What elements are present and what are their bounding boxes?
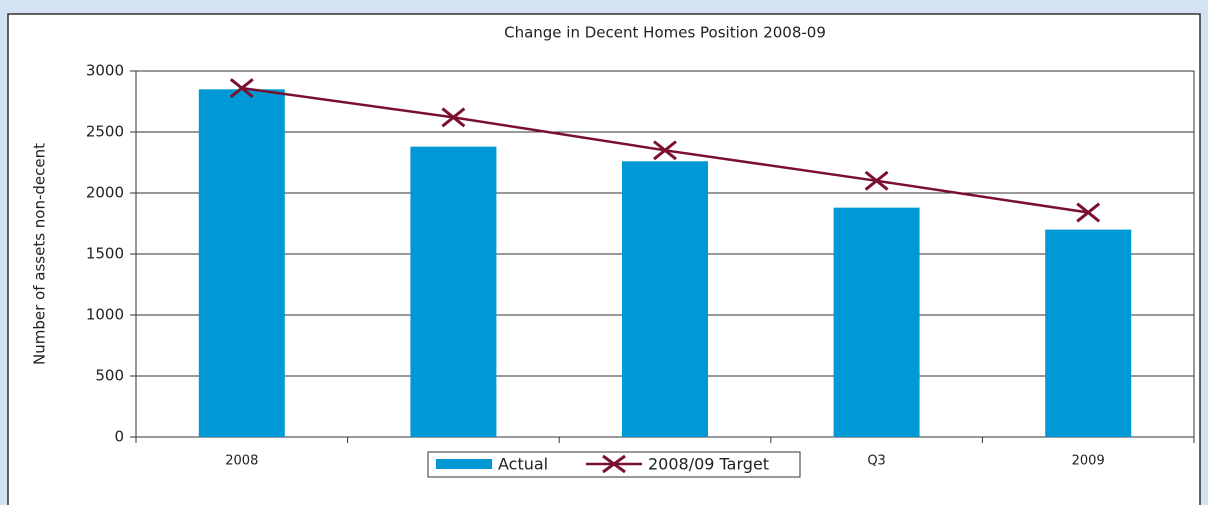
marker bbox=[441, 107, 466, 128]
x-tick-label: Q3 bbox=[867, 454, 886, 469]
y-tick-label: 1500 bbox=[86, 245, 124, 263]
bar bbox=[833, 207, 920, 437]
legend-marker bbox=[602, 454, 626, 474]
y-tick-label: 3000 bbox=[86, 62, 124, 80]
chart-title: Change in Decent Homes Position 2008-09 bbox=[504, 24, 826, 42]
legend-label: 2008/09 Target bbox=[648, 455, 769, 474]
bar bbox=[1045, 229, 1132, 437]
x-tick-label: 2009 bbox=[1072, 454, 1105, 469]
panel bbox=[7, 13, 1201, 505]
marker bbox=[653, 140, 677, 161]
marker bbox=[229, 78, 254, 99]
y-tick-label: 1000 bbox=[86, 306, 124, 324]
bar bbox=[198, 89, 285, 438]
bar bbox=[622, 161, 708, 437]
legend-label: Actual bbox=[498, 455, 548, 474]
marker bbox=[1076, 202, 1101, 223]
y-tick-label: 2500 bbox=[86, 123, 124, 141]
y-tick-label: 500 bbox=[95, 367, 124, 385]
y-tick-label: 2000 bbox=[86, 184, 124, 202]
y-axis-label: Number of assets non-decent bbox=[31, 143, 49, 365]
x-tick-label: 2008 bbox=[225, 454, 258, 469]
legend-swatch bbox=[436, 459, 492, 469]
marker bbox=[864, 170, 889, 191]
y-tick-label: 0 bbox=[114, 428, 124, 446]
bar bbox=[410, 146, 497, 437]
